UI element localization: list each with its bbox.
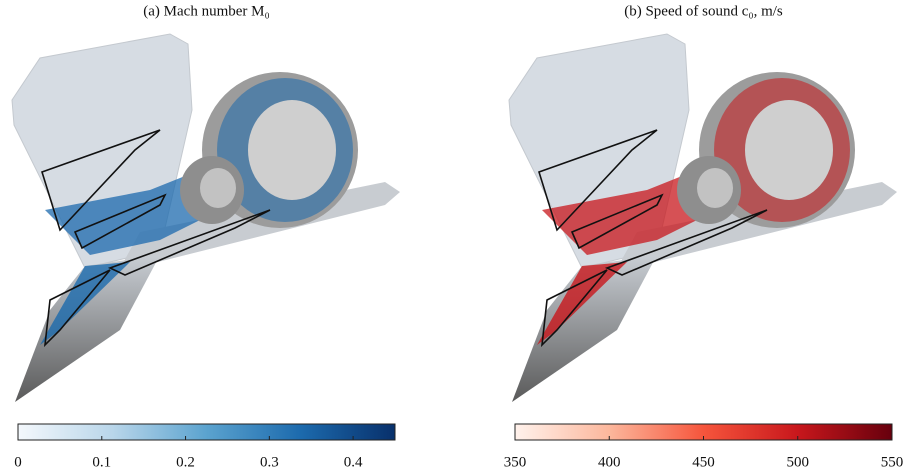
figure: (a) Mach number M₀ 0 0.1 0.2 0.3 0.4 (b) Speed…	[0, 0, 910, 476]
tick-label: 0	[14, 454, 22, 470]
tick-label: 350	[504, 454, 527, 470]
tick-label: 550	[881, 454, 904, 470]
tick-label: 0.3	[260, 454, 279, 470]
tick-label: 450	[692, 454, 715, 470]
panel-title: (a) Mach number M₀	[143, 3, 269, 19]
tick-label: 400	[598, 454, 621, 470]
nacelle-inlet	[745, 100, 833, 200]
rendering	[509, 34, 897, 402]
colorbar	[18, 424, 395, 440]
tick-label: 0.2	[176, 454, 195, 470]
duct-inlet	[200, 168, 236, 208]
tick-label: 500	[787, 454, 810, 470]
tick-label: 0.1	[92, 454, 111, 470]
duct-inlet	[697, 168, 733, 208]
tick-label: 0.4	[344, 454, 363, 470]
panel-title: (b) Speed of sound c₀, m/s	[624, 3, 783, 19]
rendering	[12, 34, 400, 402]
nacelle-inlet	[248, 100, 336, 200]
